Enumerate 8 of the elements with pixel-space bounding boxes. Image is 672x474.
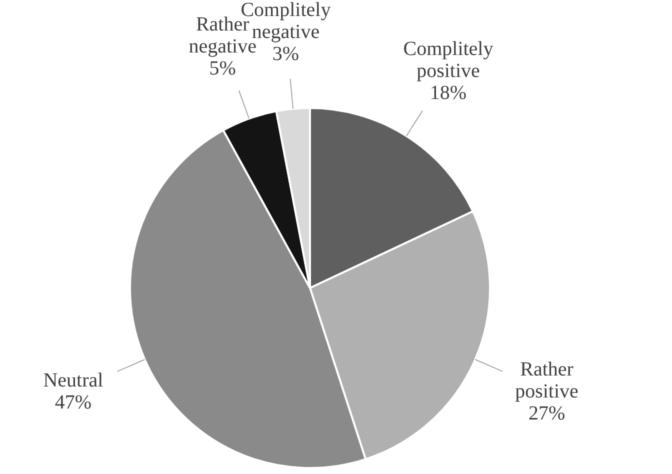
slice-label: Complitely positive bbox=[403, 38, 494, 82]
data-label: 5% bbox=[209, 57, 236, 80]
data-label: 27% bbox=[528, 402, 566, 424]
slice-label: Rather positive bbox=[515, 358, 579, 402]
slice-label: Neutral bbox=[43, 369, 104, 392]
data-label: 3% bbox=[272, 43, 300, 66]
data-label: 47% bbox=[54, 391, 92, 414]
data-label: 18% bbox=[430, 82, 467, 104]
